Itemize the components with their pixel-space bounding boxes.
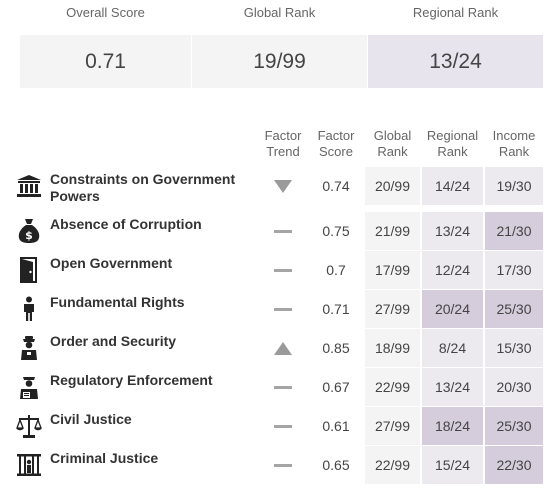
- inspector-icon: [15, 374, 43, 400]
- summary-divider: [191, 35, 192, 88]
- regional-rank-box: Regional Rank 13/24: [368, 0, 543, 88]
- factor-row-regulatory: Regulatory Enforcement 0.67 22/99 13/24 …: [0, 368, 553, 406]
- income-rank: 20/30: [485, 368, 543, 406]
- factor-score: 0.74: [322, 178, 350, 194]
- global-rank-label: Global Rank: [243, 5, 316, 20]
- prison-bars-icon: [15, 452, 43, 478]
- factor-row-order-security: Order and Security 0.85 18/99 8/24 15/30: [0, 329, 553, 367]
- income-rank-header: Income Rank: [492, 128, 536, 159]
- factor-name: Absence of Corruption: [50, 216, 202, 232]
- factor-score: 0.61: [322, 418, 350, 434]
- regional-rank: 14/24: [422, 167, 483, 205]
- income-rank: 15/30: [485, 329, 543, 367]
- global-rank-header: Global Rank: [373, 128, 412, 159]
- open-door-icon: [15, 257, 43, 283]
- score-summary: Overall Score 0.71 Global Rank 19/99 Reg…: [20, 0, 543, 88]
- factor-score: 0.67: [322, 379, 350, 395]
- factor-score-header: Factor Score: [317, 128, 355, 159]
- overall-score-value: 0.71: [20, 35, 191, 88]
- factor-name: Civil Justice: [50, 411, 132, 427]
- global-rank: 18/99: [365, 329, 420, 367]
- factor-name: Open Government: [50, 255, 173, 271]
- factor-row-civil-justice: Civil Justice 0.61 27/99 18/24 25/30: [0, 407, 553, 445]
- global-rank-box: Global Rank 19/99: [192, 0, 367, 88]
- person-icon: [15, 296, 43, 322]
- factor-score: 0.75: [322, 223, 350, 239]
- trend-flat-icon: [271, 368, 295, 406]
- global-rank: 27/99: [365, 290, 420, 328]
- factor-row-open-government: Open Government 0.7 17/99 12/24 17/30: [0, 251, 553, 289]
- trend-flat-icon: [271, 407, 295, 445]
- global-rank: 17/99: [365, 251, 420, 289]
- global-rank: 20/99: [365, 167, 420, 205]
- income-rank: 25/30: [485, 290, 543, 328]
- trend-flat-icon: [271, 212, 295, 250]
- trend-flat-icon: [271, 251, 295, 289]
- factor-name: Criminal Justice: [50, 450, 159, 466]
- global-rank: 22/99: [365, 368, 420, 406]
- regional-rank: 15/24: [422, 446, 483, 484]
- factor-row-criminal-justice: Criminal Justice 0.65 22/99 15/24 22/30: [0, 446, 553, 484]
- factor-row-fundamental-rights: Fundamental Rights 0.71 27/99 20/24 25/3…: [0, 290, 553, 328]
- global-rank: 21/99: [365, 212, 420, 250]
- factor-score: 0.85: [322, 340, 350, 356]
- trend-flat-icon: [271, 446, 295, 484]
- factor-row-constraints: Constraints on Government Powers 0.74 20…: [0, 167, 553, 205]
- trend-down-icon: [271, 167, 295, 205]
- factor-name: Regulatory Enforcement: [50, 372, 213, 388]
- trend-up-icon: [271, 329, 295, 367]
- regional-rank-label: Regional Rank: [412, 5, 499, 20]
- scales-icon: [15, 413, 43, 439]
- trend-flat-icon: [271, 290, 295, 328]
- regional-rank: 13/24: [422, 368, 483, 406]
- income-rank: 21/30: [485, 212, 543, 250]
- regional-rank-header: Regional Rank: [426, 128, 479, 159]
- factor-name: Fundamental Rights: [50, 294, 185, 310]
- pillars-icon: [15, 173, 43, 199]
- regional-rank: 12/24: [422, 251, 483, 289]
- overall-score-box: Overall Score 0.71: [20, 0, 191, 88]
- regional-rank: 8/24: [422, 329, 483, 367]
- overall-score-label: Overall Score: [66, 5, 145, 20]
- factor-score: 0.71: [322, 301, 350, 317]
- factor-row-corruption: $ Absence of Corruption 0.75 21/99 13/24…: [0, 212, 553, 250]
- regional-rank: 13/24: [422, 212, 483, 250]
- factor-trend-header: Factor Trend: [264, 128, 302, 159]
- factor-name: Order and Security: [50, 333, 177, 349]
- global-rank: 27/99: [365, 407, 420, 445]
- income-rank: 25/30: [485, 407, 543, 445]
- svg-text:$: $: [25, 229, 33, 242]
- income-rank: 17/30: [485, 251, 543, 289]
- police-officer-icon: [15, 335, 43, 361]
- factor-name: Constraints on Government Powers: [50, 171, 236, 204]
- regional-rank-value: 13/24: [368, 35, 543, 88]
- global-rank: 22/99: [365, 446, 420, 484]
- income-rank: 22/30: [485, 446, 543, 484]
- factor-score: 0.65: [322, 457, 350, 473]
- money-bag-icon: $: [15, 218, 43, 244]
- income-rank: 19/30: [485, 167, 543, 205]
- global-rank-value: 19/99: [192, 35, 367, 88]
- regional-rank: 18/24: [422, 407, 483, 445]
- regional-rank: 20/24: [422, 290, 483, 328]
- factor-score: 0.7: [326, 262, 346, 278]
